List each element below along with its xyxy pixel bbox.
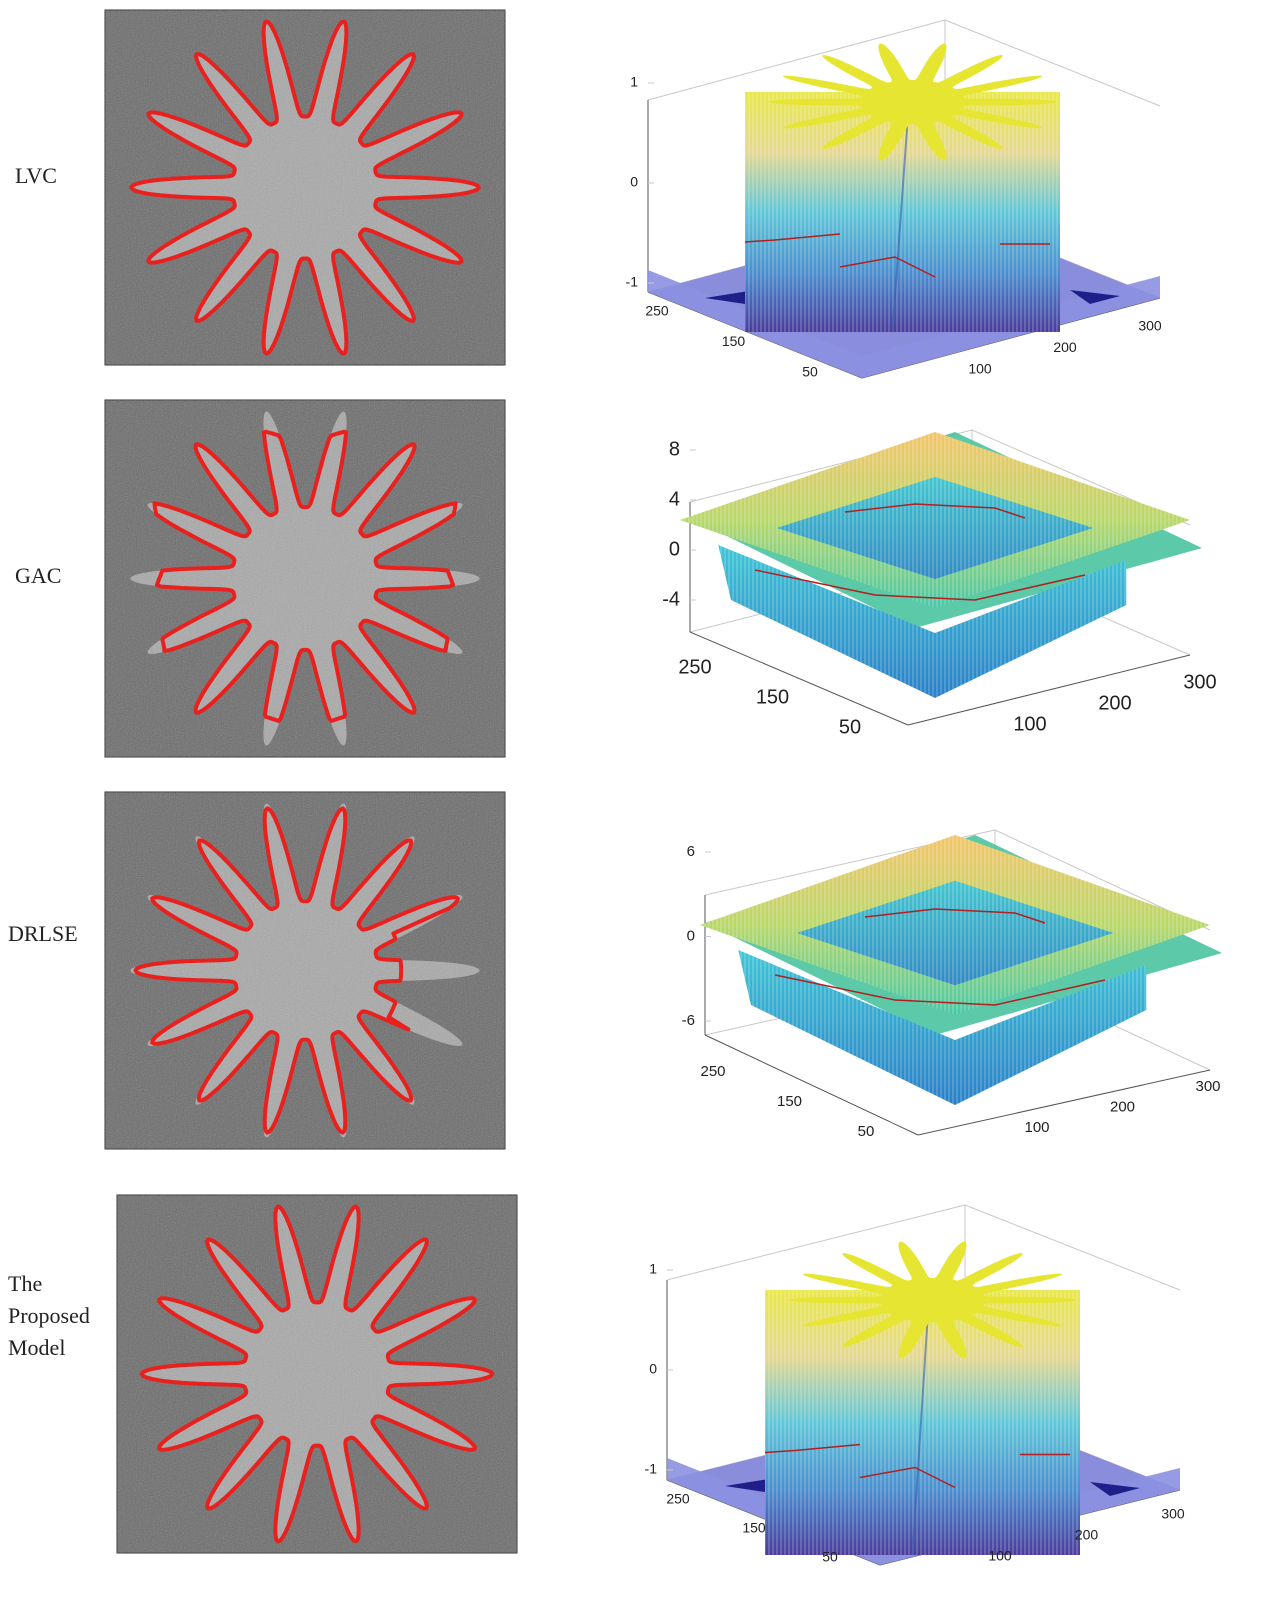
row-label: DRLSE	[8, 918, 103, 950]
row-label: LVC	[15, 160, 95, 192]
y-tick-label: 200	[1053, 339, 1077, 355]
y-tick-label: 100	[1013, 713, 1046, 735]
x-tick-label: 250	[678, 656, 711, 678]
image-noise	[117, 1195, 517, 1553]
figure-canvas: 10-125015050100200300840-425015050100200…	[0, 0, 1281, 1617]
x-tick-label: 150	[742, 1520, 766, 1536]
y-tick-label: 100	[968, 361, 992, 377]
image-noise	[105, 10, 505, 365]
image-noise	[105, 400, 505, 757]
x-tick-label: 150	[756, 686, 789, 708]
y-tick-label: 200	[1110, 1098, 1135, 1115]
x-tick-label: 50	[839, 716, 861, 738]
z-tick-label: 6	[687, 843, 695, 860]
image-noise	[105, 792, 505, 1149]
z-tick-label: 0	[630, 174, 638, 190]
box-edge	[965, 1205, 1180, 1290]
x-tick-label: 250	[666, 1491, 690, 1507]
y-tick-label: 300	[1138, 318, 1162, 334]
x-tick-label: 250	[645, 303, 669, 319]
figure: 10-125015050100200300840-425015050100200…	[0, 0, 1281, 1617]
z-tick-label: 0	[687, 927, 695, 944]
x-tick-label: 50	[858, 1123, 875, 1140]
x-tick-label: 50	[802, 364, 818, 380]
z-tick-label: -1	[645, 1461, 658, 1477]
y-tick-label: 100	[988, 1548, 1012, 1564]
y-tick-label: 200	[1075, 1527, 1099, 1543]
y-tick-label: 300	[1161, 1506, 1185, 1522]
z-tick-label: 0	[649, 1361, 657, 1377]
y-tick-label: 100	[1024, 1119, 1049, 1136]
z-tick-label: 0	[669, 538, 680, 560]
z-tick-label: 1	[630, 74, 638, 90]
z-tick-label: 8	[669, 438, 680, 460]
x-tick-label: 150	[777, 1093, 802, 1110]
z-tick-label: 4	[669, 488, 680, 510]
x-tick-label: 50	[822, 1549, 838, 1565]
z-tick-label: 1	[649, 1261, 657, 1277]
x-tick-label: 250	[700, 1063, 725, 1080]
row-label: GAC	[15, 560, 95, 592]
z-tick-label: -4	[662, 588, 680, 610]
y-tick-label: 300	[1195, 1078, 1220, 1095]
row-label: The Proposed Model	[8, 1268, 118, 1364]
z-tick-label: -6	[682, 1012, 695, 1029]
x-tick-label: 150	[722, 333, 746, 349]
y-tick-label: 300	[1183, 671, 1216, 693]
y-tick-label: 200	[1098, 692, 1131, 714]
z-tick-label: -1	[626, 274, 639, 290]
